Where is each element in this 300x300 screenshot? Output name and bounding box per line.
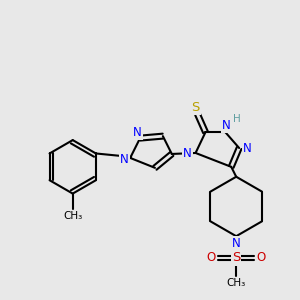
- Text: CH₃: CH₃: [226, 278, 246, 288]
- Text: H: H: [233, 114, 241, 124]
- Text: O: O: [256, 251, 266, 265]
- Text: N: N: [243, 142, 251, 154]
- Text: S: S: [191, 101, 200, 114]
- Text: CH₃: CH₃: [63, 212, 82, 221]
- Text: N: N: [232, 237, 241, 250]
- Text: O: O: [207, 251, 216, 265]
- Text: S: S: [232, 251, 240, 265]
- Text: N: N: [222, 119, 231, 132]
- Text: N: N: [120, 153, 129, 167]
- Text: N: N: [133, 126, 142, 139]
- Text: N: N: [183, 148, 192, 160]
